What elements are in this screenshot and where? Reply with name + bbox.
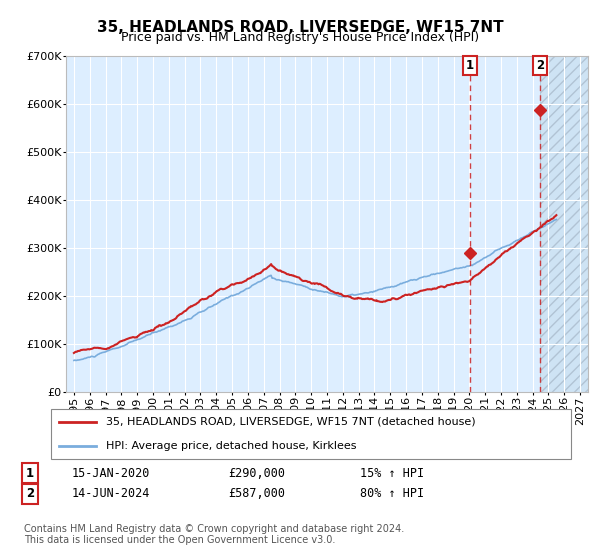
Text: 80% ↑ HPI: 80% ↑ HPI <box>360 487 424 501</box>
Text: 2: 2 <box>536 59 544 72</box>
Text: 35, HEADLANDS ROAD, LIVERSEDGE, WF15 7NT (detached house): 35, HEADLANDS ROAD, LIVERSEDGE, WF15 7NT… <box>106 417 476 427</box>
Bar <box>540 56 588 392</box>
Text: 35, HEADLANDS ROAD, LIVERSEDGE, WF15 7NT: 35, HEADLANDS ROAD, LIVERSEDGE, WF15 7NT <box>97 20 503 35</box>
Text: 15% ↑ HPI: 15% ↑ HPI <box>360 466 424 480</box>
Text: HPI: Average price, detached house, Kirklees: HPI: Average price, detached house, Kirk… <box>106 441 356 451</box>
Text: 2: 2 <box>26 487 34 501</box>
Bar <box>540 56 588 392</box>
Text: 1: 1 <box>466 59 474 72</box>
Text: £290,000: £290,000 <box>228 466 285 480</box>
Text: 15-JAN-2020: 15-JAN-2020 <box>72 466 151 480</box>
FancyBboxPatch shape <box>50 409 571 459</box>
Text: 14-JUN-2024: 14-JUN-2024 <box>72 487 151 501</box>
Text: Price paid vs. HM Land Registry's House Price Index (HPI): Price paid vs. HM Land Registry's House … <box>121 31 479 44</box>
Text: Contains HM Land Registry data © Crown copyright and database right 2024.
This d: Contains HM Land Registry data © Crown c… <box>24 524 404 545</box>
Text: 1: 1 <box>26 466 34 480</box>
Text: £587,000: £587,000 <box>228 487 285 501</box>
